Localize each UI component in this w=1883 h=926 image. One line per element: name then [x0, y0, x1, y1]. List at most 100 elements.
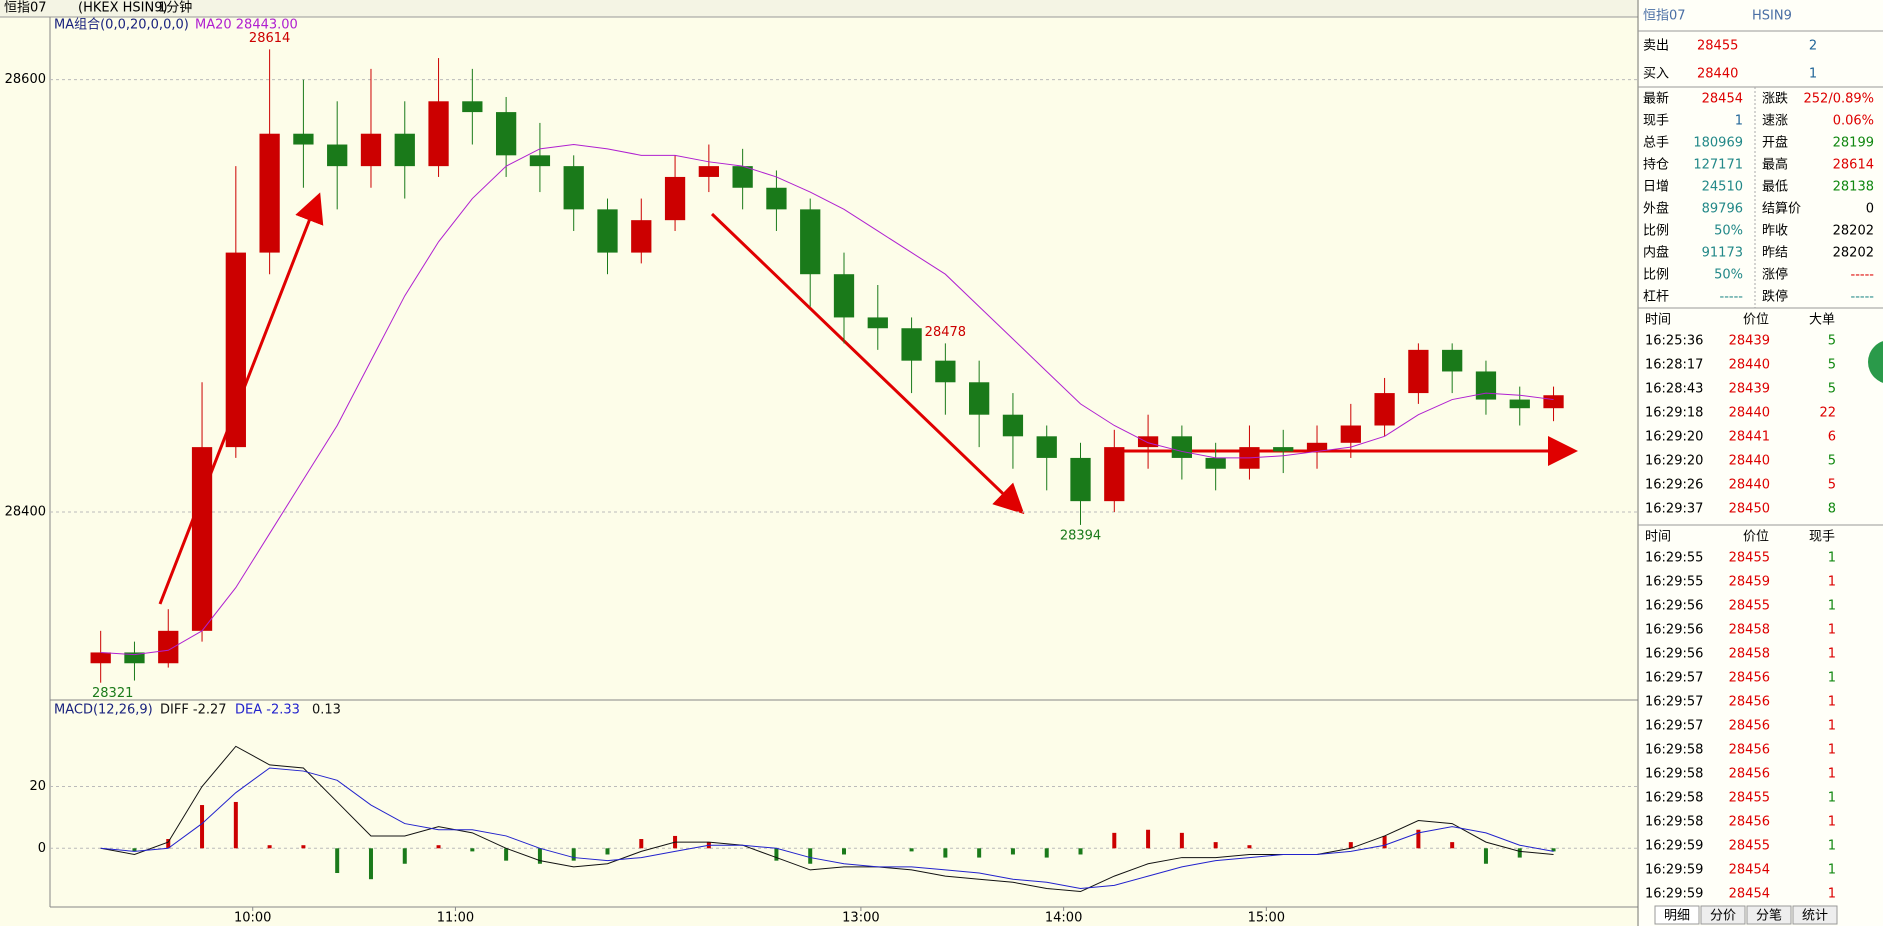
cell-volume: 1 [1828, 695, 1836, 710]
stat-label: 比例 [1643, 224, 1669, 239]
candle-body [1543, 395, 1564, 409]
cell-price: 28455 [1729, 791, 1770, 806]
macd-bar [909, 848, 914, 852]
y-tick-label: 20 [29, 779, 46, 794]
candle-body [293, 133, 314, 145]
macd-bar [200, 805, 205, 849]
cell-time: 16:29:20 [1645, 430, 1703, 445]
cell-price: 28458 [1729, 623, 1770, 638]
candle-body [800, 209, 821, 275]
side-button[interactable] [1868, 340, 1883, 384]
stat-value: 28202 [1833, 246, 1874, 261]
cell-price: 28440 [1729, 478, 1770, 493]
cell-volume: 1 [1828, 863, 1836, 878]
cell-time: 16:29:55 [1645, 575, 1703, 590]
stat-value: 89796 [1702, 202, 1743, 217]
cell-volume: 1 [1828, 671, 1836, 686]
macd-bar [233, 801, 238, 849]
panel-layer: 恒指07 HSIN9 卖出 28455 2 买入 28440 1 最新 28454 涨跌 252/0.… [1638, 9, 1883, 925]
stat-value: ----- [1720, 290, 1744, 305]
dea-line [100, 767, 1554, 889]
candle-body [1509, 399, 1530, 409]
tab-label[interactable]: 明细 [1664, 909, 1690, 924]
cell-price: 28456 [1729, 695, 1770, 710]
cell-price: 28440 [1729, 454, 1770, 469]
table-header: 价位 [1743, 313, 1769, 328]
cell-time: 16:29:26 [1645, 478, 1703, 493]
cell-time: 16:29:37 [1645, 502, 1703, 517]
macd-bar [1450, 842, 1455, 849]
cell-volume: 1 [1828, 767, 1836, 782]
candle-body [901, 328, 922, 361]
arrow [710, 212, 1025, 515]
chart-layer: 28400 28600 0 20 10:00 11:00 13:00 14:00 15:00 28… [5, 31, 1638, 926]
tab[interactable] [1792, 905, 1838, 925]
macd-bar [605, 848, 610, 855]
cell-time: 16:29:55 [1645, 551, 1703, 566]
candle-body [1442, 349, 1463, 372]
macd-bar [808, 848, 813, 864]
candle-body [1036, 436, 1057, 458]
table-header: 大单 [1809, 313, 1835, 328]
stat-value: 28454 [1702, 92, 1743, 107]
candle-body [935, 360, 956, 383]
macd-bar [842, 848, 846, 855]
cell-volume: 5 [1828, 358, 1836, 373]
x-tick-label: 10:00 [234, 911, 271, 926]
y-tick-label: 0 [38, 841, 46, 856]
stat-value: 0.06% [1833, 114, 1874, 129]
candle-body [732, 166, 753, 188]
macd-bar [639, 839, 644, 849]
candle-body [1475, 371, 1497, 400]
topbar-period[interactable]: 1分钟 [158, 0, 192, 16]
tab-label[interactable]: 分笔 [1756, 908, 1782, 924]
candle-body [259, 133, 280, 253]
macd-bar [774, 848, 779, 861]
cell-time: 16:29:56 [1645, 647, 1703, 662]
candle-body [1273, 447, 1294, 452]
stat-label: 现手 [1643, 114, 1669, 129]
tab[interactable] [1746, 905, 1792, 925]
quote-panel [1639, 0, 1883, 926]
y-tick-label: 28600 [5, 72, 46, 87]
topbar-exchange: (HKEX HSIN9) [78, 1, 168, 16]
ma-legend[interactable]: MA组合(0,0,20,0,0,0) [54, 18, 189, 33]
extreme-label: 28321 [92, 686, 133, 701]
candle-body [1070, 457, 1091, 502]
stat-label: 涨停 [1762, 267, 1788, 283]
stat-value: 1 [1735, 114, 1743, 129]
macd-bar [470, 848, 475, 852]
candle-body [969, 382, 990, 415]
cell-time: 16:29:58 [1645, 815, 1703, 830]
candle-body [1104, 447, 1125, 502]
macd-legend[interactable]: MACD(12,26,9) [54, 703, 153, 718]
cell-time: 16:29:58 [1645, 767, 1703, 782]
cell-volume: 5 [1828, 334, 1836, 349]
cell-volume: 5 [1828, 454, 1836, 469]
cell-time: 16:28:43 [1645, 382, 1703, 397]
candle-body [1306, 442, 1328, 452]
candle-body [428, 101, 449, 167]
tab-label[interactable]: 分价 [1710, 909, 1736, 924]
candle-body [124, 652, 145, 664]
stat-label: 日增 [1643, 180, 1669, 195]
macd-bar [402, 848, 407, 864]
cell-volume: 1 [1828, 887, 1836, 902]
tab[interactable] [1654, 905, 1700, 925]
cell-time: 16:29:58 [1645, 743, 1703, 758]
candle-body [698, 166, 719, 177]
cell-volume: 5 [1828, 478, 1836, 493]
cell-volume: 1 [1828, 599, 1836, 614]
x-tick-label: 15:00 [1248, 911, 1285, 926]
cell-volume: 1 [1828, 743, 1836, 758]
tab[interactable] [1700, 905, 1746, 925]
macd-bar [1382, 835, 1387, 849]
tab-label[interactable]: 统计 [1802, 909, 1828, 924]
book-price: 28440 [1697, 67, 1738, 82]
candle-body [90, 652, 111, 664]
book-volume: 1 [1809, 67, 1817, 82]
cell-volume: 5 [1828, 382, 1836, 397]
table-header: 时间 [1645, 530, 1671, 545]
cell-price: 28440 [1729, 358, 1770, 373]
